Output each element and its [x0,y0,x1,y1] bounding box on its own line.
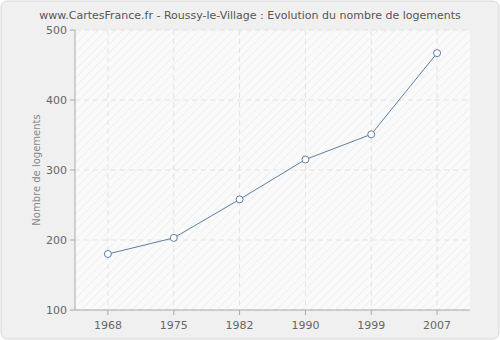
grid-line [437,30,438,310]
tick-mark [371,310,372,315]
marker [434,50,441,57]
y-axis [75,30,76,310]
tick-mark [70,240,75,241]
line [108,53,437,254]
grid-line [75,240,470,241]
marker [302,156,309,163]
grid-line [75,310,470,311]
marker [368,131,375,138]
grid-line [75,100,470,101]
tick-label: 500 [46,24,67,37]
grid-line [75,30,470,31]
grid-line [239,30,240,310]
tick-label: 1999 [357,319,385,332]
tick-label: 1982 [226,319,254,332]
tick-mark [107,310,108,315]
chart: 100 200 300 400 500 1968 1975 1982 1990 1999 2007 w… [0,0,500,340]
grid-line [305,30,306,310]
tick-label: 1990 [291,319,319,332]
background [1,1,499,339]
tick-mark [70,310,75,311]
plot-area [75,30,470,310]
tick-mark [305,310,306,315]
tick-mark [173,310,174,315]
tick-label: 2007 [423,319,451,332]
marker [104,251,111,258]
tick-mark [70,30,75,31]
grid-line [173,30,174,310]
tick-label: 400 [46,94,67,107]
tick-label: 200 [46,234,67,247]
series [104,50,440,258]
tick-mark [70,170,75,171]
tick-label: 1975 [160,319,188,332]
y-axis-label: Nombre de logements [31,114,42,225]
tick-label: 1968 [94,319,122,332]
tick-mark [239,310,240,315]
grid-line [107,30,108,310]
grid-line [371,30,372,310]
x-axis [75,310,470,311]
tick-mark [437,310,438,315]
grid-line [75,170,470,171]
marker [236,196,243,203]
title: www.CartesFrance.fr - Roussy-le-Village … [39,9,461,22]
tick-label: 300 [46,164,67,177]
tick-label: 100 [46,304,67,317]
marker [170,234,177,241]
tick-mark [70,100,75,101]
